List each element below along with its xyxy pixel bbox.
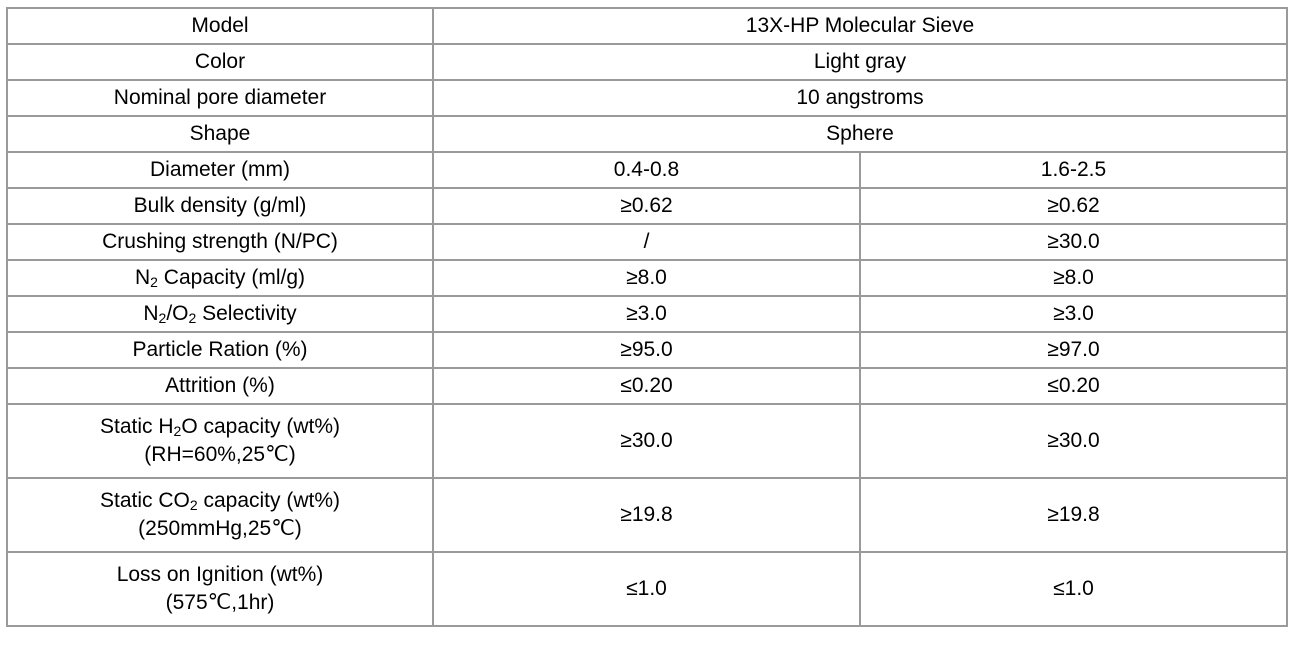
value-small-size: ≥30.0 [432,403,861,479]
value-large-size: ≥97.0 [859,331,1288,369]
table-row: Shape Sphere [6,115,1288,153]
label-text: O capacity (wt%) [181,415,341,438]
property-value: Sphere [432,115,1288,153]
value-large-size: ≥30.0 [859,403,1288,479]
label-text: Particle Ration (%) [132,338,308,361]
table-row: Static H2O capacity (wt%) (RH=60%,25℃) ≥30… [6,403,1288,479]
label-text: Diameter (mm) [150,158,290,181]
value-large-size: ≥30.0 [859,223,1288,261]
label-text: capacity (wt%) [197,489,341,512]
spec-table: Model 13X-HP Molecular Sieve Color Light gr… [6,7,1288,627]
value-small-size: 0.4-0.8 [432,151,861,189]
subscript: 2 [158,310,167,326]
value-large-size: ≥19.8 [859,477,1288,553]
label-text: Bulk density (g/ml) [133,194,307,217]
label-text: Selectivity [196,302,297,325]
property-value: 13X-HP Molecular Sieve [432,7,1288,45]
table-row: N2/O2 Selectivity ≥3.0 ≥3.0 [6,295,1288,333]
table-row: N2 Capacity (ml/g) ≥8.0 ≥8.0 [6,259,1288,297]
subscript: 2 [188,310,197,326]
value-large-size: 1.6-2.5 [859,151,1288,189]
table-row: Loss on Ignition (wt%) (575℃,1hr) ≤1.0 ≤1.0 [6,551,1288,627]
property-label: Static CO2 capacity (wt%) (250mmHg,25℃) [6,477,434,553]
label-text: /O [166,302,189,325]
value-large-size: ≤0.20 [859,367,1288,405]
value-large-size: ≥0.62 [859,187,1288,225]
property-label: Attrition (%) [6,367,434,405]
table-row: Nominal pore diameter 10 angstroms [6,79,1288,117]
label-text: (250mmHg,25℃) [138,517,302,540]
subscript: 2 [189,497,198,513]
value-small-size: ≤1.0 [432,551,861,627]
label-text: (RH=60%,25℃) [144,443,296,466]
property-label: Shape [6,115,434,153]
property-value: 10 angstroms [432,79,1288,117]
value-small-size: ≥95.0 [432,331,861,369]
property-label: Particle Ration (%) [6,331,434,369]
table-row: Static CO2 capacity (wt%) (250mmHg,25℃) ≥1… [6,477,1288,553]
property-label: Model [6,7,434,45]
property-label: Color [6,43,434,81]
property-label: N2 Capacity (ml/g) [6,259,434,297]
value-large-size: ≥8.0 [859,259,1288,297]
property-label: Static H2O capacity (wt%) (RH=60%,25℃) [6,403,434,479]
property-label: Loss on Ignition (wt%) (575℃,1hr) [6,551,434,627]
property-value: Light gray [432,43,1288,81]
value-small-size: ≥3.0 [432,295,861,333]
label-text: Color [194,50,246,73]
table-row: Diameter (mm) 0.4-0.8 1.6-2.5 [6,151,1288,189]
label-text: Static H [99,415,174,438]
label-text: Loss on Ignition (wt%) [116,563,324,586]
value-small-size: ≥19.8 [432,477,861,553]
label-text: Capacity (ml/g) [157,266,305,289]
value-small-size: ≥0.62 [432,187,861,225]
property-label: Crushing strength (N/PC) [6,223,434,261]
table-row: Color Light gray [6,43,1288,81]
table-row: Attrition (%) ≤0.20 ≤0.20 [6,367,1288,405]
value-large-size: ≤1.0 [859,551,1288,627]
property-label: N2/O2 Selectivity [6,295,434,333]
table-row: Bulk density (g/ml) ≥0.62 ≥0.62 [6,187,1288,225]
label-text: Static CO [99,489,190,512]
label-text: N [135,266,151,289]
value-small-size: / [432,223,861,261]
label-text: N [143,302,159,325]
label-text: Nominal pore diameter [113,86,327,109]
value-small-size: ≥8.0 [432,259,861,297]
table-row: Model 13X-HP Molecular Sieve [6,7,1288,45]
label-text: Attrition (%) [165,374,275,397]
label-text: Shape [189,122,251,145]
table-row: Crushing strength (N/PC) / ≥30.0 [6,223,1288,261]
property-label: Diameter (mm) [6,151,434,189]
subscript: 2 [150,274,158,290]
table-row: Particle Ration (%) ≥95.0 ≥97.0 [6,331,1288,369]
value-large-size: ≥3.0 [859,295,1288,333]
property-label: Nominal pore diameter [6,79,434,117]
label-text: (575℃,1hr) [165,591,275,614]
subscript: 2 [173,423,182,439]
value-small-size: ≤0.20 [432,367,861,405]
property-label: Bulk density (g/ml) [6,187,434,225]
label-text: Crushing strength (N/PC) [102,230,338,253]
label-text: Model [191,14,249,37]
